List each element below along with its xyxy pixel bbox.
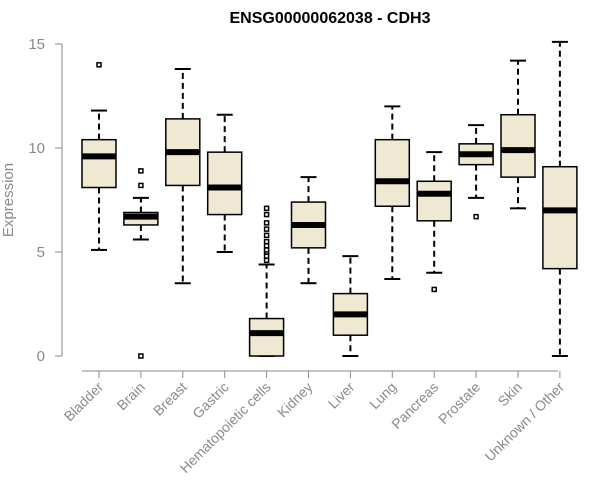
y-tick-label: 10 [28, 140, 45, 157]
x-tick-label: Skin [495, 379, 526, 410]
box-series [81, 40, 578, 359]
y-axis-label: Expression [0, 163, 17, 237]
box-group [165, 67, 201, 285]
outlier-point [138, 182, 144, 189]
y-tick-label: 5 [37, 244, 45, 261]
y-axis-ticks: 0 5 10 15 [28, 36, 62, 365]
box-iqr [500, 113, 536, 178]
box-iqr [542, 165, 578, 270]
x-tick-label: Bladder [61, 379, 107, 425]
outlier-point [263, 226, 270, 232]
x-tick-label: Brain [114, 379, 148, 413]
box-group [332, 255, 369, 357]
box-group [290, 176, 327, 285]
box-iqr [374, 138, 411, 207]
box-group [374, 105, 411, 281]
outlier-point [138, 168, 144, 174]
x-tick-label: Prostate [435, 379, 483, 427]
outlier-point [138, 353, 144, 359]
outlier-point [263, 257, 270, 264]
box-group [500, 59, 536, 210]
outlier-point [263, 238, 270, 245]
box-iqr [206, 151, 243, 216]
outlier-point [263, 247, 270, 253]
box-group [206, 113, 243, 253]
box-iqr [248, 317, 285, 357]
outlier-point [263, 232, 270, 239]
outlier-point [263, 253, 270, 259]
box-group [123, 168, 159, 359]
box-group [248, 205, 285, 357]
outlier-point [263, 243, 270, 249]
box-group [542, 40, 578, 357]
box-iqr [81, 138, 117, 189]
outlier-point [263, 211, 270, 218]
x-tick-label: Kidney [274, 379, 316, 421]
box-group [416, 151, 452, 293]
x-tick-label: Pancreas [388, 379, 441, 432]
box-group [458, 124, 494, 220]
box-iqr [416, 180, 452, 222]
x-tick-label: Unknown / Other [481, 379, 567, 465]
y-tick-label: 0 [37, 348, 45, 365]
outlier-point [96, 62, 102, 68]
y-tick-label: 15 [28, 36, 45, 53]
box-group [81, 62, 117, 251]
x-tick-label: Liver [325, 379, 358, 412]
chart-title: ENSG00000062038 - CDH3 [229, 10, 430, 27]
x-tick-label: Lung [366, 379, 399, 412]
x-tick-label: Breast [150, 379, 190, 419]
outlier-point [263, 220, 270, 226]
outlier-point [473, 213, 479, 220]
outlier-point [431, 286, 437, 293]
outlier-point [263, 205, 270, 212]
